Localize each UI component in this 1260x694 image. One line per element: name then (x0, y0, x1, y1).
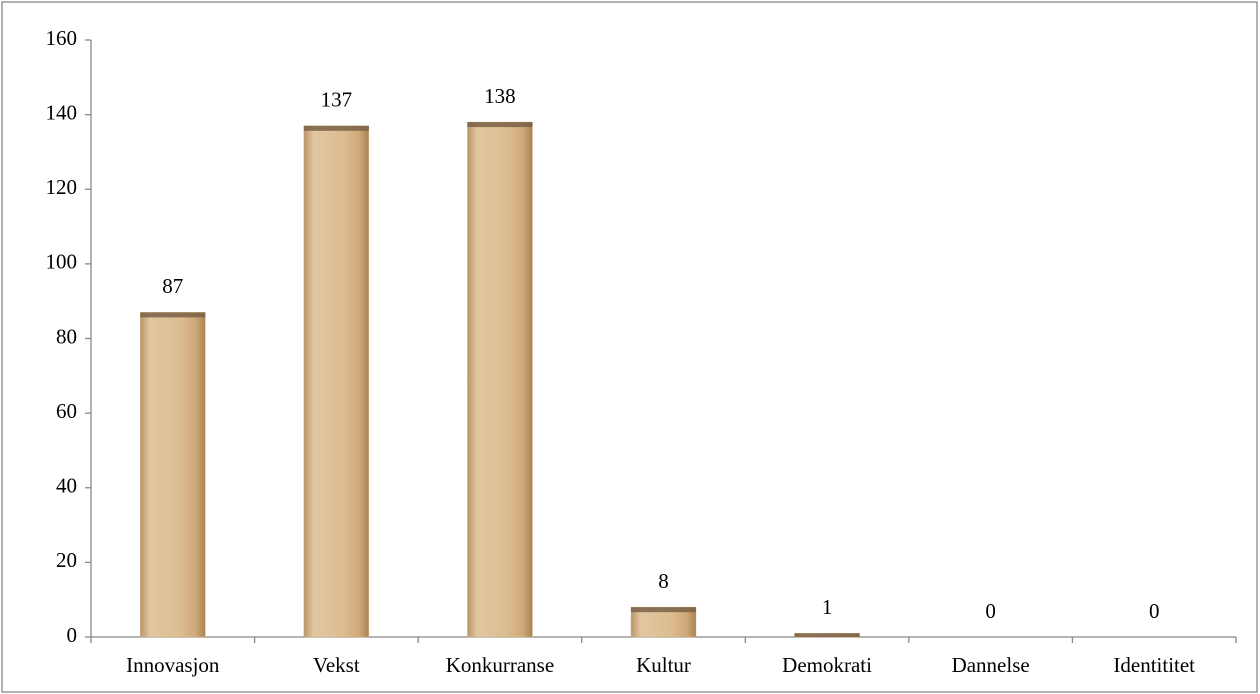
x-tick-label: Konkurranse (446, 653, 554, 677)
data-label: 8 (658, 569, 669, 593)
data-label: 0 (985, 599, 996, 623)
y-tick-label: 40 (56, 474, 77, 498)
bar-cap (140, 312, 206, 318)
y-tick-label: 140 (46, 100, 78, 124)
bar (303, 125, 370, 638)
data-label: 0 (1149, 599, 1160, 623)
y-tick-label: 120 (46, 175, 78, 199)
data-label: 138 (484, 84, 516, 108)
y-tick-label: 20 (56, 548, 77, 572)
bar (140, 312, 206, 638)
bar-cap (467, 122, 533, 128)
y-tick-label: 100 (46, 250, 78, 274)
x-tick-label: Vekst (313, 653, 360, 677)
data-label: 87 (162, 274, 183, 298)
x-tick-label: Innovasjon (126, 653, 220, 677)
x-tick-label: Demokrati (782, 653, 872, 677)
x-tick-label: Kultur (636, 653, 691, 677)
bar-cap (794, 633, 860, 637)
bar-cap (631, 607, 696, 613)
data-label: 1 (822, 595, 833, 619)
x-tick-label: Dannelse (952, 653, 1030, 677)
y-tick-label: 80 (56, 324, 77, 348)
y-tick-label: 160 (46, 26, 78, 50)
y-tick-label: 60 (56, 399, 77, 423)
bar-cap (303, 125, 369, 131)
x-tick-label: Identititet (1113, 653, 1195, 677)
bar (467, 121, 533, 638)
y-tick-label: 0 (67, 623, 78, 647)
data-label: 137 (321, 88, 353, 112)
